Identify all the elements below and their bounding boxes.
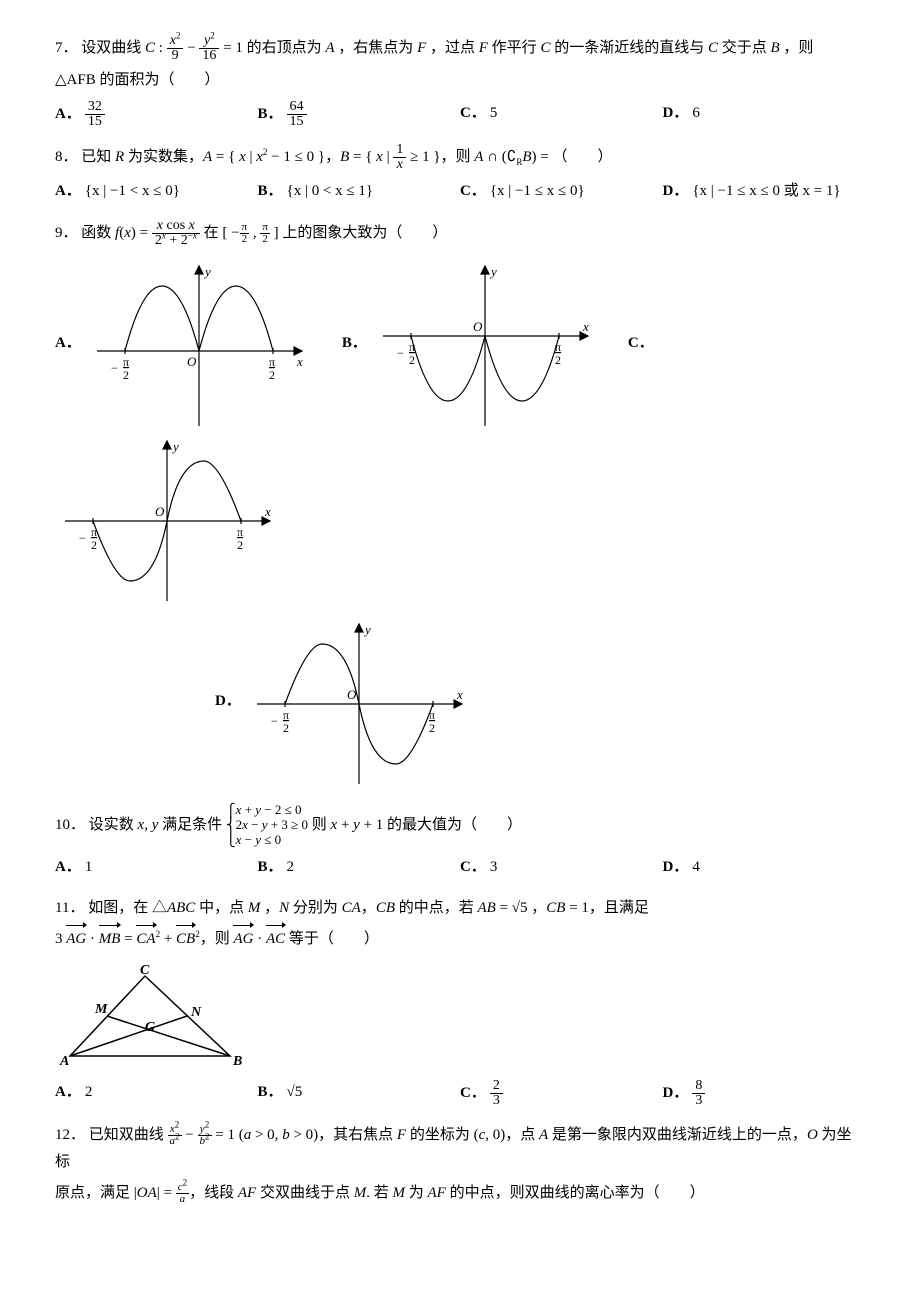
option-b[interactable]: B．2 [258,854,461,881]
svg-text:π: π [91,525,97,539]
svg-text:B: B [232,1054,242,1069]
svg-text:y: y [363,622,371,637]
q9-charts: A． y x O − π2 π2 B． y x O − π2 π2 C． [55,256,865,606]
svg-text:y: y [203,264,211,279]
svg-text:−: − [111,361,118,375]
option-c[interactable]: C．23 [460,1079,663,1108]
question-7: 7． 设双曲线 C : x29 − y216 = 1 的右顶点为 A ，右焦点为… [55,34,865,63]
q7-options: A．3215 B．6415 C．5 D．6 [55,100,865,129]
qnum: 11． [55,900,84,916]
svg-text:2: 2 [555,353,561,367]
svg-text:π: π [237,525,243,539]
q9-chart-d: D． y x O − π2 π2 [215,614,865,789]
question-10: 10． 设实数 x, y 满足条件 ⎧⎨⎩x + y − 2 ≤ 02x − y… [55,803,865,848]
qstem: 设实数 x, y 满足条件 ⎧⎨⎩x + y − 2 ≤ 02x − y + 3… [89,817,522,833]
svg-text:π: π [123,355,129,369]
qstem: 如图，在 △ABC 中，点 M ，N 分别为 CA，CB 的中点，若 AB = … [88,900,649,916]
svg-text:π: π [409,340,415,354]
svg-text:O: O [155,504,165,519]
qstem: 函数 f(x) = x cos x2x + 2−x 在 [ −π2 , π2 ]… [81,225,447,241]
option-c[interactable]: C．5 [460,100,663,129]
svg-text:2: 2 [269,368,275,382]
qstem: 已知 R 为实数集，A = { x | x2 − 1 ≤ 0 }，B = { x… [81,149,612,165]
option-d-label[interactable]: D． [215,688,241,715]
option-a[interactable]: A．{x | −1 < x ≤ 0} [55,178,258,205]
question-11: 11． 如图，在 △ABC 中，点 M ，N 分别为 CA，CB 的中点，若 A… [55,895,865,922]
chart-c: y x O − π2 π2 [55,431,280,606]
option-d[interactable]: D．6 [663,100,866,129]
qstem: 已知双曲线 x2a2 − y2b2 = 1 (a > 0, b > 0)，其右焦… [55,1127,852,1170]
option-c[interactable]: C．{x | −1 ≤ x ≤ 0} [460,178,663,205]
qnum: 7． [55,40,78,56]
svg-text:2: 2 [283,721,289,735]
question-8: 8． 已知 R 为实数集，A = { x | x2 − 1 ≤ 0 }，B = … [55,143,865,172]
question-12-line2: 原点，满足 |OA| = c2a，线段 AF 交双曲线于点 M. 若 M 为 A… [55,1180,865,1207]
qnum: 9． [55,225,78,241]
svg-text:π: π [269,355,275,369]
qnum: 12． [55,1127,85,1143]
option-b[interactable]: B．{x | 0 < x ≤ 1} [258,178,461,205]
svg-text:x: x [296,354,303,369]
svg-text:O: O [187,354,197,369]
option-d[interactable]: D．83 [663,1079,866,1108]
svg-text:−: − [271,714,278,728]
svg-text:2: 2 [429,721,435,735]
svg-text:y: y [171,439,179,454]
option-a[interactable]: A．1 [55,854,258,881]
svg-text:O: O [347,687,357,702]
svg-text:y: y [489,264,497,279]
svg-text:2: 2 [123,368,129,382]
svg-text:x: x [582,319,589,334]
svg-text:A: A [59,1054,69,1069]
option-b-label[interactable]: B． [342,330,367,357]
chart-d: y x O − π2 π2 [247,614,472,789]
svg-text:M: M [94,1002,108,1017]
svg-text:−: − [79,531,86,545]
qnum: 10． [55,817,85,833]
svg-text:C: C [140,963,150,978]
option-a-label[interactable]: A． [55,330,81,357]
svg-text:G: G [145,1020,155,1035]
q11-options: A．2 B．√5 C．23 D．83 [55,1079,865,1108]
svg-text:π: π [283,708,289,722]
question-9: 9． 函数 f(x) = x cos x2x + 2−x 在 [ −π2 , π… [55,219,865,248]
option-a[interactable]: A．3215 [55,100,258,129]
svg-text:x: x [264,504,271,519]
triangle-figure: C M N G A B [55,961,865,1071]
svg-text:N: N [190,1005,202,1020]
svg-text:2: 2 [237,538,243,552]
chart-a: y x O − π2 π2 [87,256,312,431]
qstem: 设双曲线 C : x29 − y216 = 1 的右顶点为 A ，右焦点为 F … [81,40,813,56]
svg-text:x: x [456,687,463,702]
question-12: 12． 已知双曲线 x2a2 − y2b2 = 1 (a > 0, b > 0)… [55,1122,865,1176]
option-b[interactable]: B．√5 [258,1079,461,1108]
question-11-line2: 3 AG · MB = CA2 + CB2，则 AG · AC 等于（ ） [55,926,865,953]
option-a[interactable]: A．2 [55,1079,258,1108]
qnum: 8． [55,149,78,165]
svg-text:2: 2 [91,538,97,552]
chart-b: y x O − π2 π2 [373,256,598,431]
svg-text:2: 2 [409,353,415,367]
svg-text:π: π [555,340,561,354]
option-c-label[interactable]: C． [628,330,654,357]
q8-options: A．{x | −1 < x ≤ 0} B．{x | 0 < x ≤ 1} C．{… [55,178,865,205]
svg-text:π: π [429,708,435,722]
option-d[interactable]: D．4 [663,854,866,881]
svg-text:O: O [473,319,483,334]
option-d[interactable]: D．{x | −1 ≤ x ≤ 0 或 x = 1} [663,178,866,205]
question-7-line2: △AFB 的面积为（ ） [55,67,865,94]
q10-options: A．1 B．2 C．3 D．4 [55,854,865,881]
option-c[interactable]: C．3 [460,854,663,881]
option-b[interactable]: B．6415 [258,100,461,129]
svg-text:−: − [397,346,404,360]
